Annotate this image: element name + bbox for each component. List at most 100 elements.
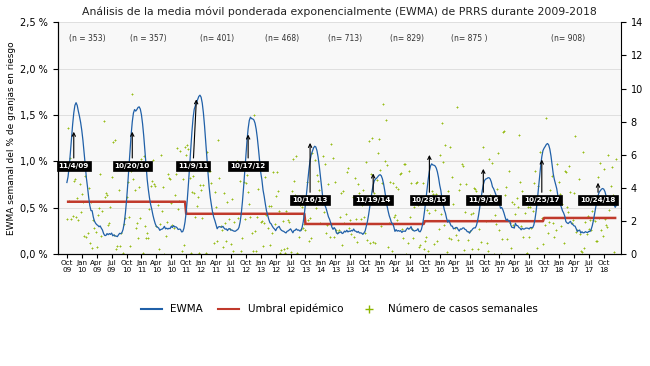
Point: [339, 221, 350, 227]
Point: [491, 221, 501, 227]
Point: [477, 193, 488, 199]
Point: [411, 179, 422, 185]
Point: [284, 219, 294, 225]
Point: [534, 149, 545, 155]
Point: [370, 240, 381, 246]
Point: [326, 141, 336, 146]
Text: 10/28/15: 10/28/15: [411, 156, 447, 203]
Point: [263, 225, 273, 231]
Point: [605, 183, 616, 188]
Point: [526, 225, 537, 231]
Point: [187, 189, 197, 195]
Point: [181, 152, 191, 157]
Point: [549, 234, 560, 240]
Point: [71, 214, 81, 220]
Point: [382, 161, 392, 167]
Point: [219, 190, 229, 195]
Point: [537, 215, 547, 221]
Point: [566, 190, 576, 195]
Point: [448, 201, 459, 206]
Point: [503, 168, 514, 173]
Point: [112, 243, 123, 249]
Point: [541, 115, 552, 121]
Point: [104, 220, 114, 226]
Point: [390, 212, 400, 218]
Point: [227, 196, 237, 202]
Point: [317, 202, 327, 208]
Text: (n= 908): (n= 908): [551, 34, 585, 42]
Point: [369, 190, 380, 196]
Point: [494, 228, 504, 234]
Point: [406, 180, 416, 186]
Point: [431, 191, 441, 197]
Point: [578, 149, 588, 155]
Point: [68, 213, 78, 219]
Point: [556, 223, 567, 228]
Point: [530, 168, 540, 174]
Point: [292, 250, 303, 256]
Point: [77, 191, 87, 197]
Point: [573, 176, 584, 182]
Point: [114, 243, 125, 249]
Text: (n = 353): (n = 353): [70, 34, 106, 42]
Point: [563, 209, 573, 215]
Point: [244, 201, 255, 207]
Point: [333, 227, 344, 233]
Point: [497, 236, 507, 242]
Point: [149, 180, 159, 186]
Point: [337, 242, 347, 248]
Point: [393, 186, 404, 191]
Point: [136, 157, 147, 163]
Point: [323, 181, 333, 187]
Point: [471, 188, 482, 194]
Point: [125, 243, 135, 249]
Point: [129, 187, 140, 193]
Point: [361, 159, 372, 165]
Point: [135, 216, 146, 221]
Point: [289, 178, 299, 184]
Point: [593, 175, 603, 180]
Point: [545, 187, 555, 193]
Point: [557, 201, 567, 207]
Point: [594, 215, 604, 221]
Point: [405, 214, 415, 220]
Point: [523, 203, 533, 209]
Point: [423, 249, 434, 254]
Point: [75, 209, 86, 215]
Point: [590, 218, 600, 224]
Point: [246, 230, 257, 236]
Point: [311, 205, 321, 211]
Point: [479, 201, 489, 207]
Point: [434, 226, 444, 232]
Point: [134, 184, 144, 190]
Point: [489, 212, 500, 218]
Point: [383, 244, 393, 250]
Point: [395, 170, 406, 176]
Point: [384, 220, 395, 226]
Legend: EWMA, Umbral epidémico, Número de casos semanales: EWMA, Umbral epidémico, Número de casos …: [136, 299, 542, 318]
Point: [453, 237, 463, 243]
Point: [385, 179, 396, 185]
Point: [138, 153, 149, 159]
Point: [98, 208, 108, 213]
Point: [524, 234, 534, 240]
Point: [588, 217, 599, 223]
Point: [567, 217, 578, 223]
Point: [202, 149, 212, 155]
Point: [473, 246, 483, 252]
Point: [416, 199, 426, 205]
Point: [294, 202, 305, 208]
Point: [297, 204, 307, 210]
Point: [162, 171, 173, 177]
Point: [480, 219, 491, 224]
Point: [266, 203, 276, 209]
Point: [267, 230, 278, 236]
Point: [540, 222, 551, 228]
Point: [488, 251, 499, 257]
Point: [488, 160, 498, 166]
Point: [449, 225, 460, 231]
Point: [348, 234, 359, 240]
Point: [533, 183, 543, 189]
Point: [192, 194, 203, 199]
Point: [63, 125, 73, 131]
